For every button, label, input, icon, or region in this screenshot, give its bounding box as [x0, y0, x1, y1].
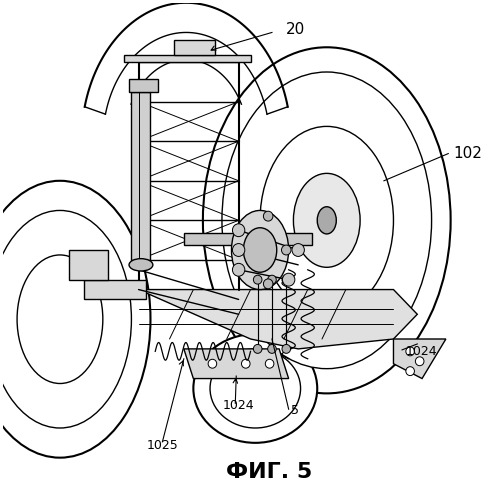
Polygon shape	[124, 54, 250, 62]
Circle shape	[232, 264, 245, 276]
Circle shape	[234, 224, 244, 234]
Circle shape	[234, 266, 244, 276]
Circle shape	[253, 275, 262, 284]
Circle shape	[282, 275, 291, 284]
Circle shape	[232, 244, 245, 256]
Ellipse shape	[203, 48, 451, 394]
Text: 1024: 1024	[223, 399, 254, 412]
Circle shape	[264, 211, 273, 221]
Circle shape	[268, 344, 276, 354]
Circle shape	[268, 275, 276, 284]
Text: 102: 102	[453, 146, 482, 161]
Polygon shape	[184, 349, 289, 378]
Circle shape	[281, 245, 291, 255]
Circle shape	[242, 360, 250, 368]
Circle shape	[265, 360, 274, 368]
Circle shape	[253, 344, 262, 354]
Circle shape	[406, 347, 415, 356]
Polygon shape	[184, 232, 313, 245]
Circle shape	[282, 273, 295, 286]
Circle shape	[232, 224, 245, 236]
Text: 1025: 1025	[147, 439, 178, 452]
Polygon shape	[174, 40, 215, 54]
Polygon shape	[393, 339, 446, 378]
Ellipse shape	[260, 126, 393, 314]
Ellipse shape	[17, 255, 103, 384]
Ellipse shape	[244, 228, 277, 272]
Ellipse shape	[294, 174, 360, 268]
Polygon shape	[84, 280, 146, 299]
Text: 1024: 1024	[405, 345, 437, 358]
Ellipse shape	[194, 334, 317, 443]
Circle shape	[416, 357, 424, 366]
Ellipse shape	[317, 206, 336, 234]
Ellipse shape	[0, 210, 131, 428]
Polygon shape	[131, 92, 150, 260]
Ellipse shape	[0, 181, 150, 458]
Circle shape	[292, 244, 304, 256]
Circle shape	[406, 366, 415, 376]
Text: 5: 5	[291, 404, 299, 417]
Circle shape	[264, 279, 273, 289]
Circle shape	[208, 360, 217, 368]
Polygon shape	[70, 250, 108, 280]
Polygon shape	[139, 290, 417, 349]
Ellipse shape	[129, 258, 153, 271]
Text: ФИГ. 5: ФИГ. 5	[226, 462, 313, 482]
Ellipse shape	[231, 210, 289, 290]
Polygon shape	[129, 80, 158, 92]
Text: 20: 20	[286, 22, 306, 38]
Ellipse shape	[222, 72, 432, 368]
Ellipse shape	[210, 349, 300, 428]
Circle shape	[282, 344, 291, 354]
